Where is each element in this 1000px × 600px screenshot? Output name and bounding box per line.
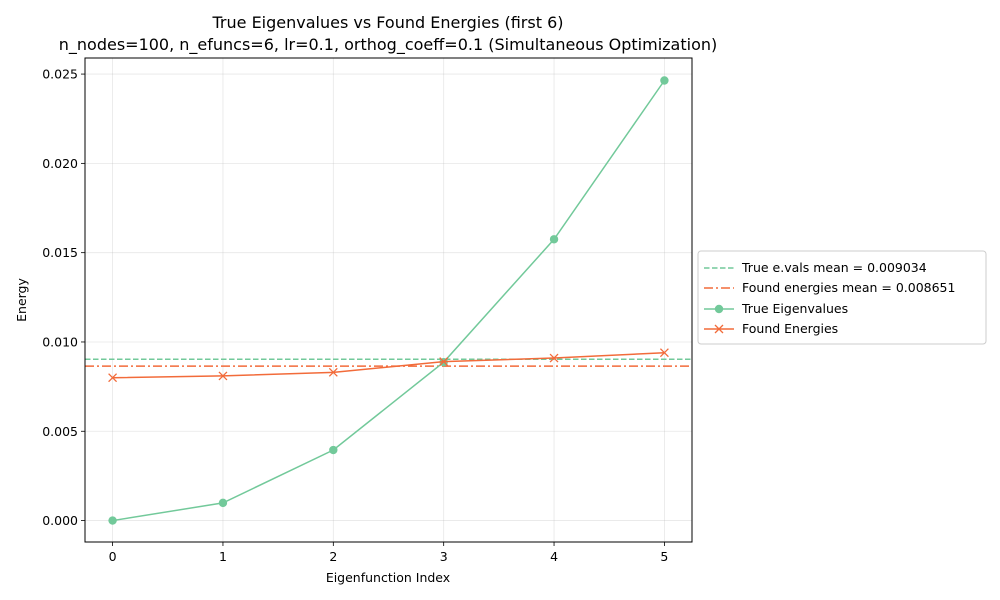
x-tick-label: 3: [440, 549, 448, 564]
data-point: [108, 373, 118, 383]
data-point: [328, 367, 338, 377]
legend-frame: [697, 250, 987, 345]
chart-subtitle: n_nodes=100, n_efuncs=6, lr=0.1, orthog_…: [59, 35, 718, 55]
y-axis-label: Energy: [14, 278, 29, 322]
data-point: [108, 516, 117, 525]
legend-entry-true-eigenvalues: True Eigenvalues: [704, 301, 848, 316]
series-line-1: [112, 351, 665, 379]
legend-label-found-mean: Found energies mean = 0.008651: [742, 280, 955, 295]
data-series: [108, 76, 669, 525]
legend-label-true-mean: True e.vals mean = 0.009034: [741, 260, 927, 275]
legend-marker-circle-icon: [714, 304, 724, 314]
x-tick-label: 2: [329, 549, 337, 564]
legend-label-true-eigenvalues: True Eigenvalues: [741, 301, 848, 316]
x-axis-ticks: 0 1 2 3 4 5: [109, 542, 668, 564]
x-tick-label: 1: [219, 549, 227, 564]
y-tick-label: 0.000: [42, 513, 78, 528]
data-point: [329, 445, 338, 455]
data-point: [549, 353, 559, 363]
y-axis-ticks: 0.000 0.005 0.010 0.015 0.020 0.025: [42, 67, 85, 528]
grid: [85, 58, 692, 542]
x-tick-label: 4: [550, 549, 558, 564]
x-axis-label: Eigenfunction Index: [326, 570, 450, 585]
legend-label-found-energies: Found Energies: [742, 321, 838, 336]
x-tick-label: 5: [660, 549, 668, 564]
y-tick-label: 0.010: [42, 334, 78, 349]
data-point: [439, 357, 449, 367]
plot-frame: [84, 57, 693, 543]
legend-entry-found-energies: Found Energies: [704, 321, 838, 336]
y-tick-label: 0.025: [42, 67, 78, 82]
legend: True e.vals mean = 0.009034 Found energi…: [697, 250, 987, 345]
data-point: [659, 348, 669, 358]
data-point: [660, 76, 669, 85]
y-tick-label: 0.015: [42, 245, 78, 260]
legend-entry-found-mean: Found energies mean = 0.008651: [704, 280, 955, 295]
reference-lines: [85, 358, 692, 367]
y-tick-label: 0.020: [42, 156, 78, 171]
chart-title: True Eigenvalues vs Found Energies (firs…: [212, 13, 564, 32]
legend-marker-x-icon: [714, 324, 724, 334]
x-tick-label: 0: [109, 549, 117, 564]
y-tick-label: 0.005: [42, 424, 78, 439]
series-line-0: [112, 80, 666, 522]
data-point: [218, 498, 228, 508]
legend-entry-true-mean: True e.vals mean = 0.009034: [704, 260, 927, 275]
data-point: [218, 371, 228, 381]
data-point: [549, 235, 559, 244]
